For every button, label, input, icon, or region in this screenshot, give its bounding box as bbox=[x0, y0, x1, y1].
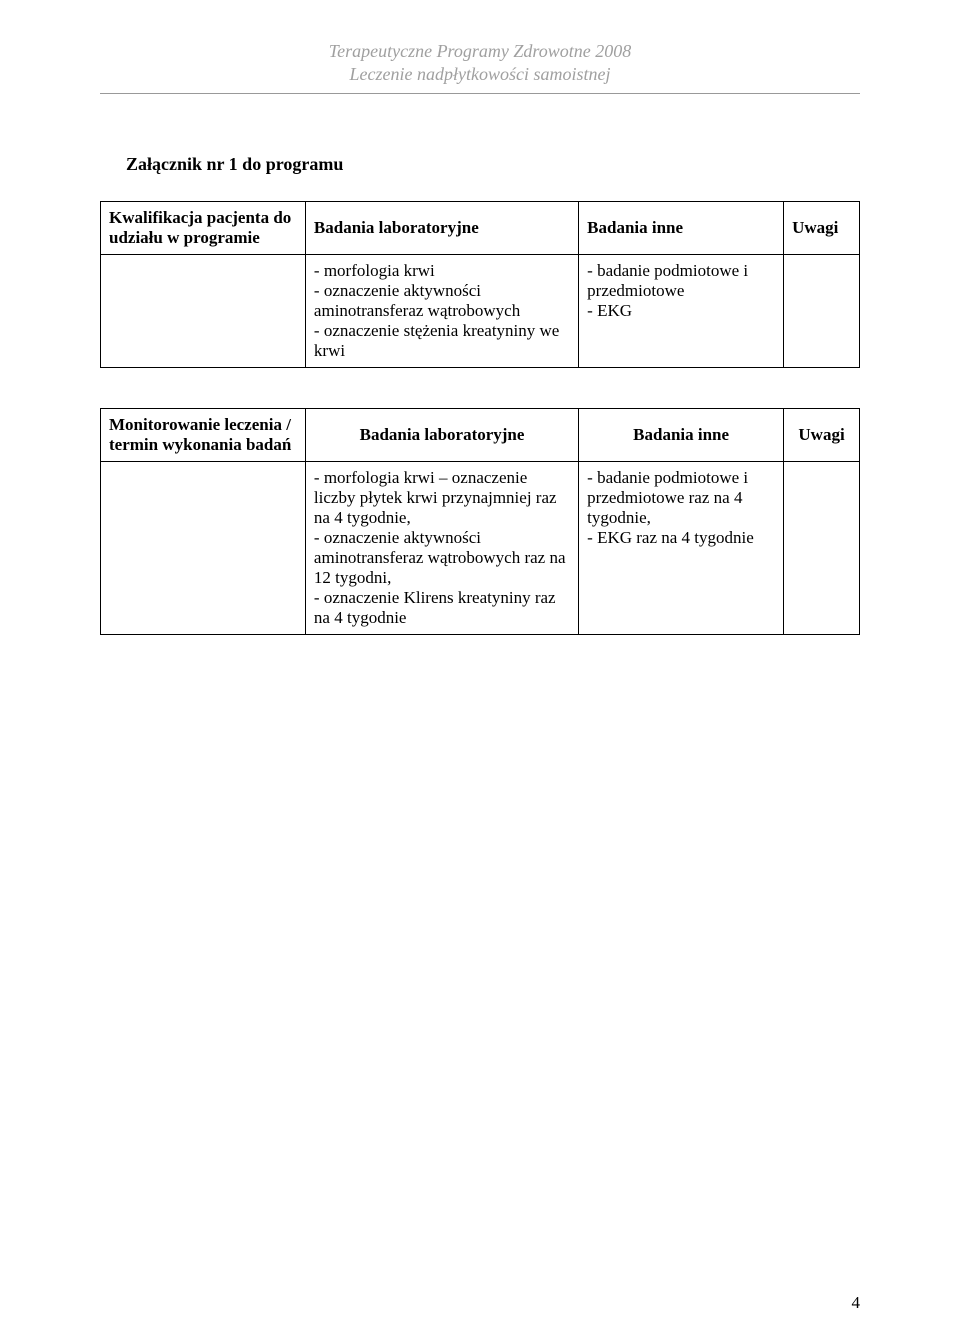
page: Terapeutyczne Programy Zdrowotne 2008 Le… bbox=[0, 0, 960, 1343]
header-line-2: Leczenie nadpłytkowości samoistnej bbox=[100, 63, 860, 86]
header-rule bbox=[100, 93, 860, 94]
table-row: - morfologia krwi – oznaczenie liczby pł… bbox=[101, 461, 860, 634]
table-row: Kwalifikacja pacjenta do udziału w progr… bbox=[101, 201, 860, 254]
cell-header-subject: Kwalifikacja pacjenta do udziału w progr… bbox=[101, 201, 306, 254]
monitoring-table: Monitorowanie leczenia / termin wykonani… bbox=[100, 408, 860, 635]
cell: - badanie podmiotowe i przedmiotowe raz … bbox=[579, 461, 784, 634]
page-number: 4 bbox=[852, 1293, 861, 1313]
section-title: Załącznik nr 1 do programu bbox=[126, 154, 860, 175]
cell-header-notes: Uwagi bbox=[784, 201, 860, 254]
cell bbox=[101, 461, 306, 634]
qualification-table: Kwalifikacja pacjenta do udziału w progr… bbox=[100, 201, 860, 368]
cell: - morfologia krwi - oznaczenie aktywnośc… bbox=[305, 254, 578, 367]
cell-header-notes: Uwagi bbox=[784, 408, 860, 461]
table-row: Monitorowanie leczenia / termin wykonani… bbox=[101, 408, 860, 461]
cell bbox=[784, 254, 860, 367]
cell-header-other: Badania inne bbox=[579, 201, 784, 254]
table-row: - morfologia krwi - oznaczenie aktywnośc… bbox=[101, 254, 860, 367]
header-line-1: Terapeutyczne Programy Zdrowotne 2008 bbox=[100, 40, 860, 63]
cell-header-subject: Monitorowanie leczenia / termin wykonani… bbox=[101, 408, 306, 461]
cell-header-other: Badania inne bbox=[579, 408, 784, 461]
cell-header-lab: Badania laboratoryjne bbox=[305, 408, 578, 461]
cell: - badanie podmiotowe i przedmiotowe - EK… bbox=[579, 254, 784, 367]
cell bbox=[784, 461, 860, 634]
cell-header-lab: Badania laboratoryjne bbox=[305, 201, 578, 254]
cell: - morfologia krwi – oznaczenie liczby pł… bbox=[305, 461, 578, 634]
cell bbox=[101, 254, 306, 367]
page-header: Terapeutyczne Programy Zdrowotne 2008 Le… bbox=[100, 40, 860, 87]
